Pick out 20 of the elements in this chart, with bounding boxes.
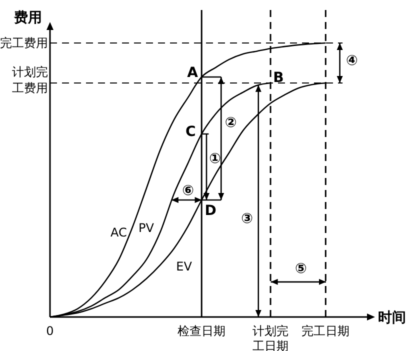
x-axis-title: 时间 (378, 310, 406, 326)
y-axis-title: 费用 (13, 10, 42, 26)
annotation: ② (224, 114, 237, 131)
annotation: A (187, 64, 198, 81)
x-tick-label: 检查日期 (178, 324, 226, 338)
annotation: D (204, 203, 216, 219)
annotation: ④ (346, 52, 358, 69)
annotation: ① (209, 151, 222, 168)
annotation: B (273, 70, 284, 86)
ref-line-label: 计划完工费用 (12, 65, 48, 96)
annotation: ⑥ (182, 182, 194, 199)
ref-line-label: 完工费用 (0, 36, 48, 50)
series-label: AC (110, 226, 127, 240)
series-label: EV (176, 260, 193, 274)
annotation: ③ (241, 211, 254, 228)
series-label: PV (138, 221, 155, 236)
annotation: C (185, 124, 196, 140)
x-tick-label: 0 (46, 324, 54, 338)
annotation: ⑤ (294, 260, 307, 277)
x-tick-label: 完工日期 (302, 324, 350, 338)
